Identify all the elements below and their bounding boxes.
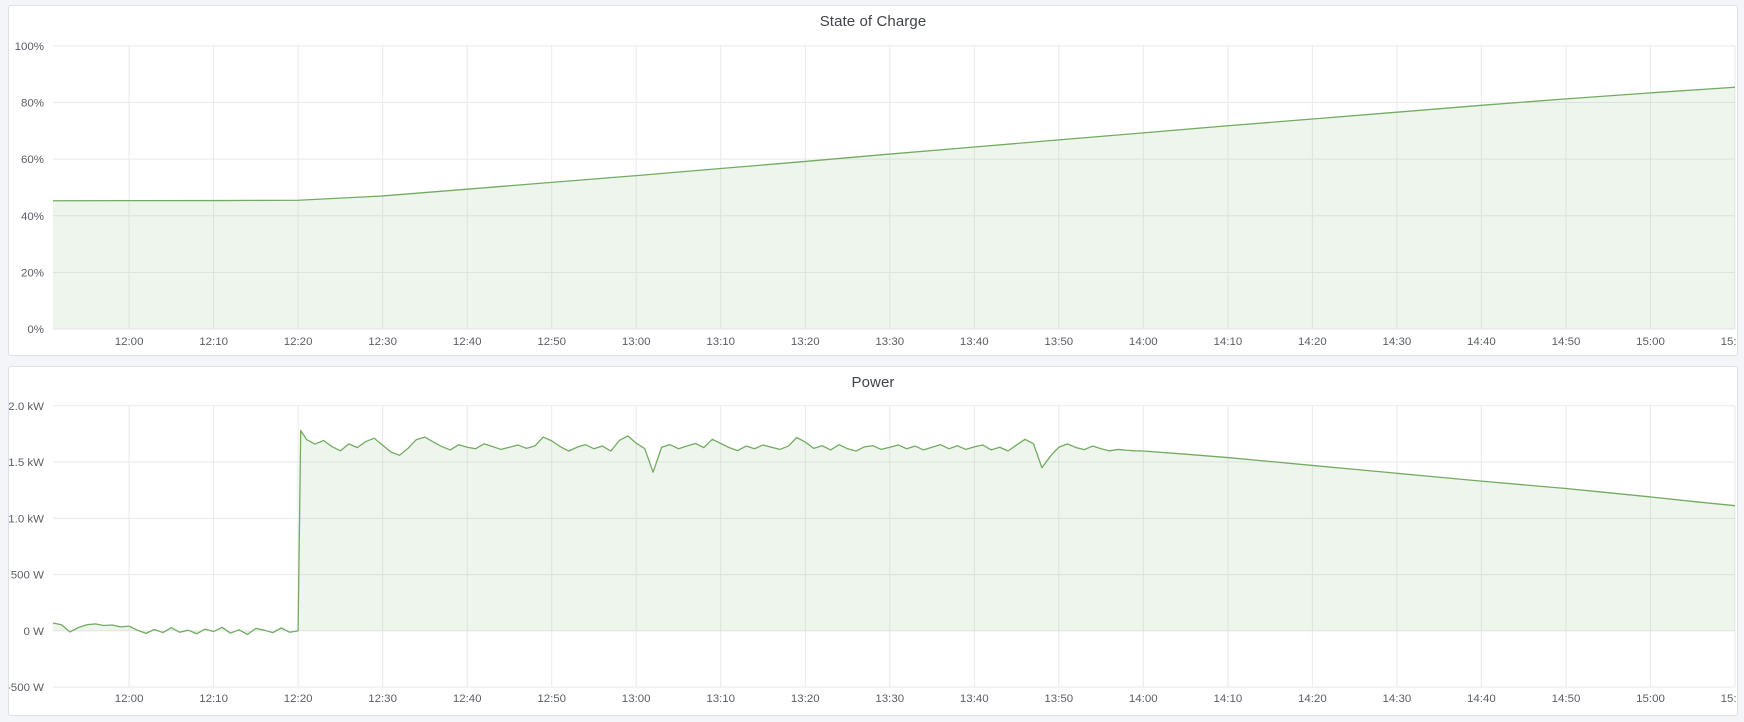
svg-text:60%: 60% xyxy=(21,154,44,166)
svg-text:15:00: 15:00 xyxy=(1636,336,1665,348)
svg-text:14:30: 14:30 xyxy=(1383,336,1412,348)
svg-text:2.0 kW: 2.0 kW xyxy=(9,401,44,413)
svg-text:12:00: 12:00 xyxy=(115,693,144,705)
svg-text:14:20: 14:20 xyxy=(1298,693,1327,705)
svg-text:15:10: 15:10 xyxy=(1721,336,1737,348)
panel-title-state-of-charge[interactable]: State of Charge xyxy=(819,13,927,30)
y-axis-labels: -500 W 0 W 500 W 1.0 kW 1.5 kW 2.0 kW xyxy=(9,401,44,694)
svg-text:15:00: 15:00 xyxy=(1636,693,1665,705)
svg-text:500 W: 500 W xyxy=(11,570,44,582)
series-area xyxy=(52,429,1736,636)
svg-text:80%: 80% xyxy=(21,98,44,110)
svg-text:14:00: 14:00 xyxy=(1129,693,1158,705)
svg-text:14:20: 14:20 xyxy=(1298,336,1327,348)
svg-text:12:50: 12:50 xyxy=(537,336,566,348)
svg-text:12:10: 12:10 xyxy=(199,693,228,705)
svg-text:40%: 40% xyxy=(21,211,44,223)
svg-text:13:30: 13:30 xyxy=(875,336,904,348)
svg-text:14:50: 14:50 xyxy=(1552,693,1581,705)
svg-text:14:10: 14:10 xyxy=(1214,336,1243,348)
svg-text:-500 W: -500 W xyxy=(9,682,44,694)
svg-text:12:30: 12:30 xyxy=(368,336,397,348)
svg-text:13:40: 13:40 xyxy=(960,336,989,348)
svg-text:14:30: 14:30 xyxy=(1383,693,1412,705)
x-axis-labels: 12:00 12:10 12:20 12:30 12:40 12:50 13:00 13:10… xyxy=(115,336,1737,348)
svg-text:12:30: 12:30 xyxy=(368,693,397,705)
grid xyxy=(53,405,1736,688)
svg-text:14:40: 14:40 xyxy=(1467,693,1496,705)
x-axis-labels: 12:00 12:10 12:20 12:30 12:40 12:50 13:00 13:10… xyxy=(115,693,1737,705)
panel-power: Power -500 W 0 W 500 W 1.0 kW 1.5 kW 2.0 kW 12… xyxy=(8,366,1738,716)
svg-text:13:20: 13:20 xyxy=(791,693,820,705)
svg-text:14:50: 14:50 xyxy=(1552,336,1581,348)
svg-text:13:40: 13:40 xyxy=(960,693,989,705)
svg-text:13:20: 13:20 xyxy=(791,336,820,348)
svg-text:14:40: 14:40 xyxy=(1467,336,1496,348)
svg-text:12:40: 12:40 xyxy=(453,693,482,705)
svg-text:20%: 20% xyxy=(21,267,44,279)
panel-title-power[interactable]: Power xyxy=(851,374,895,391)
svg-text:13:00: 13:00 xyxy=(622,336,651,348)
svg-text:12:00: 12:00 xyxy=(115,336,144,348)
svg-text:12:40: 12:40 xyxy=(453,336,482,348)
svg-text:1.5 kW: 1.5 kW xyxy=(9,457,44,469)
svg-text:1.0 kW: 1.0 kW xyxy=(9,513,44,525)
soc-chart[interactable]: 0%20%40%60%80%100%12:00 12:10 12:20 12:30 12… xyxy=(9,6,1737,355)
svg-text:12:50: 12:50 xyxy=(537,693,566,705)
svg-text:100%: 100% xyxy=(15,41,44,53)
svg-text:12:10: 12:10 xyxy=(199,336,228,348)
svg-text:0%: 0% xyxy=(27,324,44,336)
series-area xyxy=(52,86,1736,330)
grid xyxy=(53,45,1736,330)
svg-text:14:00: 14:00 xyxy=(1129,336,1158,348)
svg-text:13:00: 13:00 xyxy=(622,693,651,705)
svg-text:15:10: 15:10 xyxy=(1721,693,1737,705)
svg-text:13:10: 13:10 xyxy=(706,693,735,705)
svg-text:13:50: 13:50 xyxy=(1044,336,1073,348)
svg-text:13:10: 13:10 xyxy=(706,336,735,348)
panel-state-of-charge: State of Charge 0% 20% 40% 60% 80% 100% 12:00 1… xyxy=(8,5,1738,356)
svg-text:0 W: 0 W xyxy=(24,626,45,638)
svg-text:12:20: 12:20 xyxy=(284,693,313,705)
svg-text:13:50: 13:50 xyxy=(1044,693,1073,705)
svg-text:12:20: 12:20 xyxy=(284,336,313,348)
y-axis-labels: 0% 20% 40% 60% 80% 100% xyxy=(15,41,44,336)
svg-text:13:30: 13:30 xyxy=(875,693,904,705)
svg-text:14:10: 14:10 xyxy=(1214,693,1243,705)
